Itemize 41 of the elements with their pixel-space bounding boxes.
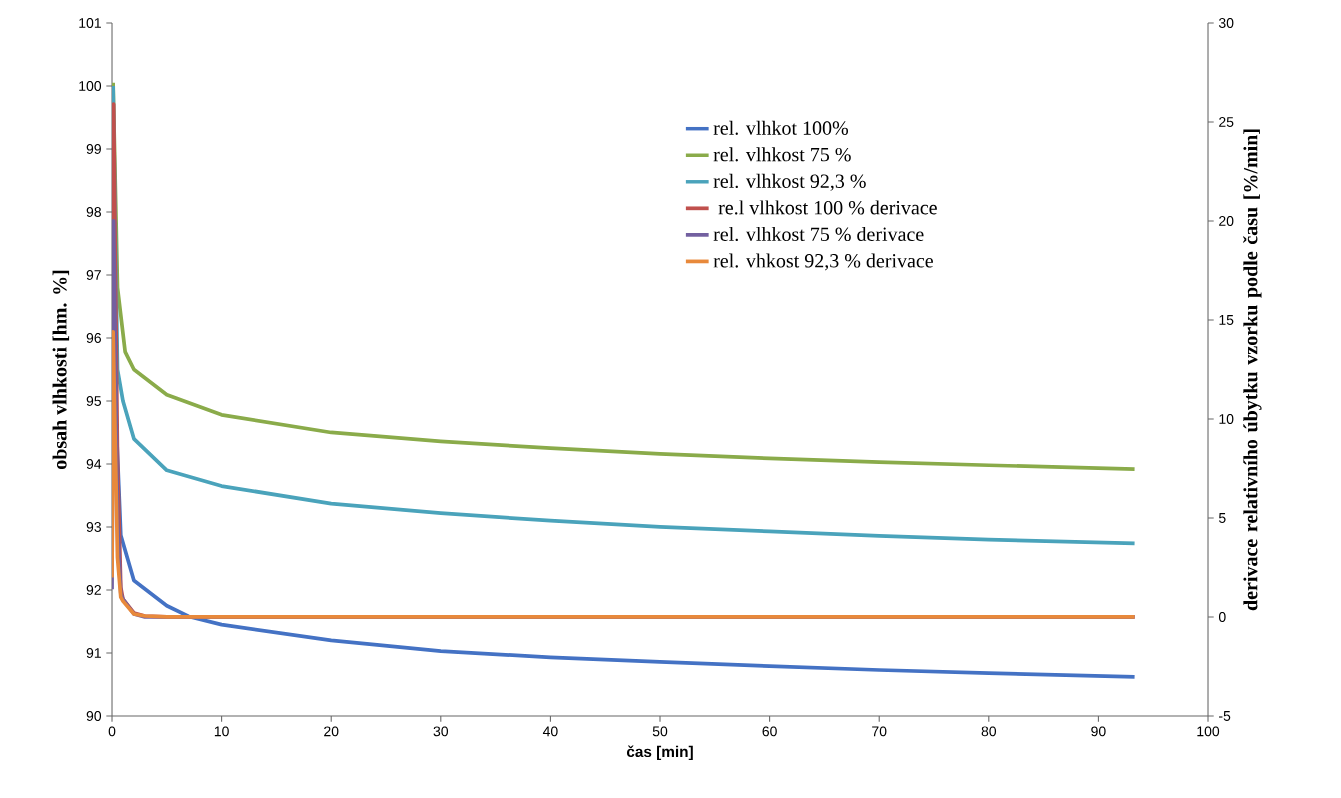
- legend-label: rel. vlhkost 75 %: [713, 147, 851, 162]
- y2-tick-label: 20: [1219, 216, 1234, 226]
- x-tick-label: 30: [433, 726, 449, 737]
- x-tick-label: 60: [762, 726, 777, 737]
- x-tick-label: 40: [542, 726, 558, 737]
- y2-tick-label: 25: [1219, 117, 1234, 127]
- y2-axis-title: derivace relativního úbytku vzorku podle času [%/min]: [1243, 129, 1262, 611]
- x-tick-label: 100: [1197, 726, 1220, 737]
- y2-tick-label: 15: [1219, 315, 1234, 325]
- legend-label: rel. vhkost 92,3 % derivace: [713, 253, 933, 271]
- x-tick-label: 50: [652, 726, 668, 737]
- y-axis-title: obsah vlhkosti [hm. %]: [52, 270, 70, 470]
- y2-tick-label: -5: [1219, 711, 1231, 721]
- y-tick-label: 90: [86, 711, 102, 721]
- y-tick-label: 97: [86, 270, 101, 280]
- line-series: [112, 330, 1137, 619]
- x-tick-label: 80: [981, 726, 997, 737]
- y-tick-label: 96: [86, 333, 101, 343]
- y-tick-label: 98: [86, 207, 101, 217]
- x-axis-title: čas [min]: [626, 745, 693, 761]
- x-tick-label: 90: [1091, 726, 1106, 737]
- y-tick-label: 91: [86, 648, 101, 658]
- y-tick-label: 94: [86, 459, 102, 469]
- x-tick-label: 0: [108, 726, 116, 737]
- y2-tick-label: 0: [1218, 612, 1226, 622]
- legend-label: rel. vlhkost 75 % derivace: [713, 226, 924, 242]
- x-tick-label: 20: [324, 726, 339, 737]
- y-tick-label: 95: [86, 396, 102, 406]
- y2-tick-label: 5: [1218, 513, 1226, 523]
- legend-label: rel. vlhkost 92,3 %: [713, 173, 866, 191]
- y-tick-label: 93: [86, 522, 101, 532]
- legend-label: rel. vlhkot 100%: [713, 120, 849, 135]
- y-tick-label: 101: [79, 18, 101, 28]
- y-tick-label: 100: [79, 81, 102, 91]
- y2-tick-label: 10: [1219, 414, 1234, 424]
- x-tick-label: 10: [214, 726, 229, 737]
- y2-tick-label: 30: [1218, 18, 1234, 28]
- y-tick-label: 92: [86, 585, 101, 595]
- y-tick-label: 99: [86, 144, 101, 154]
- legend-label: re.l vlhkost 100 % derivace: [718, 200, 937, 215]
- x-tick-label: 70: [872, 726, 887, 737]
